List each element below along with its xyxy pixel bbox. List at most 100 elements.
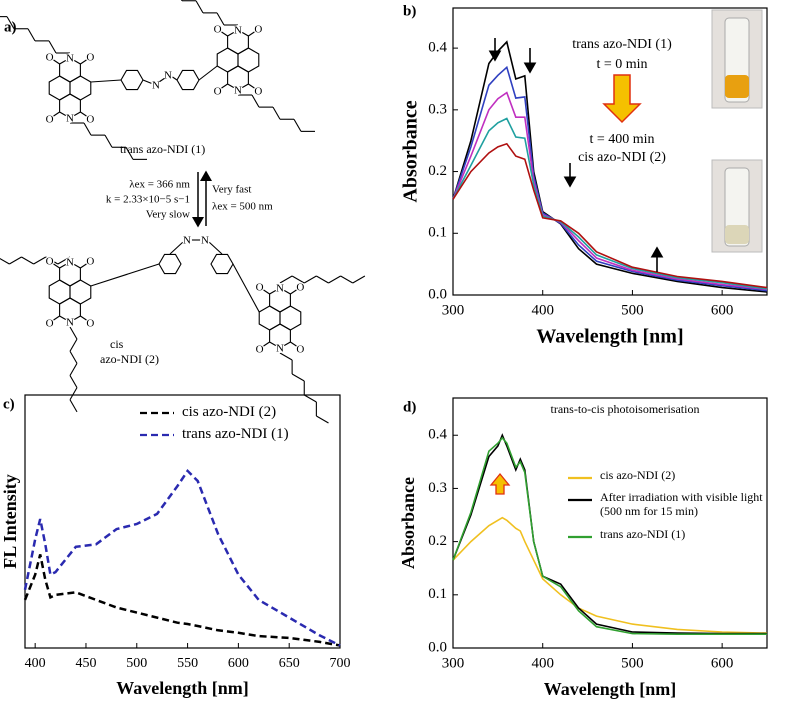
atom-bg (65, 113, 75, 123)
x-tick-label: 400 (531, 655, 554, 671)
y-tick-label: 0.2 (428, 163, 447, 179)
x-axis-label: Wavelength [nm] (536, 326, 683, 348)
condition: Very slow (146, 209, 190, 221)
atom-bg (65, 53, 75, 63)
bond (27, 28, 36, 42)
x-tick-label: 550 (177, 656, 198, 671)
chart: 400 450 500 550 600 650 700 c) Wavelength [nm] FL… (0, 394, 351, 698)
atom-bg (163, 70, 173, 80)
x-tick-label: 500 (621, 302, 644, 318)
atom: O (86, 114, 94, 126)
bond (69, 375, 78, 388)
chart-title: trans-to-cis photoisomerisation (551, 402, 700, 416)
bond (232, 263, 260, 313)
atom-bg (85, 256, 96, 266)
atom-bg (44, 114, 55, 124)
atom: O (296, 282, 304, 294)
atom: O (256, 282, 264, 294)
series-line (452, 516, 768, 634)
x-tick-label: 700 (330, 656, 351, 671)
atom: O (46, 114, 54, 126)
x-axis-label: Wavelength [nm] (116, 678, 249, 698)
atom: O (46, 256, 54, 268)
panel-label: d) (403, 399, 416, 415)
atom-bg (253, 24, 264, 34)
plot-frame (452, 7, 768, 296)
bond (340, 275, 354, 284)
bond (279, 352, 293, 361)
bond (316, 275, 329, 284)
bond (90, 79, 122, 83)
ring (158, 253, 182, 275)
atom: N (201, 235, 209, 247)
atom-bg (182, 235, 192, 245)
annotation: t = 400 min (589, 132, 654, 147)
panel-label: a) (4, 19, 17, 35)
panel-label: b) (403, 3, 416, 19)
bond (9, 256, 22, 265)
bond (6, 16, 15, 30)
plot-frame (452, 397, 768, 649)
x-tick-label: 500 (126, 656, 147, 671)
bond (291, 275, 305, 284)
bond (279, 275, 293, 284)
series-line (452, 142, 768, 289)
annotation: t = 0 min (596, 57, 647, 72)
y-tick-label: 0.3 (428, 480, 447, 496)
y-tick-label: 0.1 (428, 225, 447, 241)
bond (208, 241, 223, 255)
bond (69, 399, 78, 413)
atom: O (296, 344, 304, 356)
atom: O (254, 24, 262, 36)
bond (69, 387, 78, 401)
series-line (452, 436, 767, 635)
atom-bg (85, 318, 96, 328)
big-arrow (602, 74, 642, 124)
legend-label: cis azo-NDI (2) (600, 468, 676, 482)
atom-bg (295, 344, 306, 354)
y-tick-label: 0.1 (428, 586, 447, 602)
y-axis-label: FL Intensity (0, 474, 20, 569)
atom-bg (65, 257, 75, 267)
atom-bg (254, 344, 265, 354)
atom: N (183, 235, 191, 247)
y-tick-label: 0.4 (428, 427, 447, 443)
x-tick-label: 600 (228, 656, 249, 671)
condition: λex = 366 nm (129, 179, 190, 191)
atom-bg (233, 85, 243, 95)
ring (210, 253, 234, 275)
atom-bg (85, 114, 96, 124)
bond (33, 256, 47, 265)
x-tick-label: 400 (25, 656, 46, 671)
bond (125, 146, 134, 160)
bond (328, 275, 341, 284)
y-axis-label: Absorbance (398, 477, 418, 569)
atom-bg (44, 318, 55, 328)
atom-bg (295, 282, 306, 292)
bond (272, 106, 281, 120)
bond (303, 394, 317, 403)
annotation: cis azo-NDI (2) (578, 150, 666, 165)
condition: k = 2.33×10−5 s−1 (106, 194, 190, 206)
x-tick-label: 300 (442, 302, 465, 318)
bond (158, 77, 166, 83)
y-tick-label: 0.3 (428, 101, 447, 117)
bond (293, 118, 302, 132)
panel-label: c) (3, 396, 15, 412)
atom-bg (212, 24, 223, 34)
atom: N (276, 343, 284, 355)
atom-bg (65, 317, 75, 327)
atom: O (86, 318, 94, 330)
atom: O (46, 318, 54, 330)
condition: λex = 500 nm (212, 201, 273, 213)
x-tick-label: 500 (621, 655, 644, 671)
bond (291, 373, 305, 382)
atom-bg (275, 343, 285, 353)
bond (83, 122, 92, 136)
atom-bg (151, 80, 161, 90)
atom-bg (275, 283, 285, 293)
atom: N (152, 80, 160, 92)
bond (69, 326, 78, 340)
